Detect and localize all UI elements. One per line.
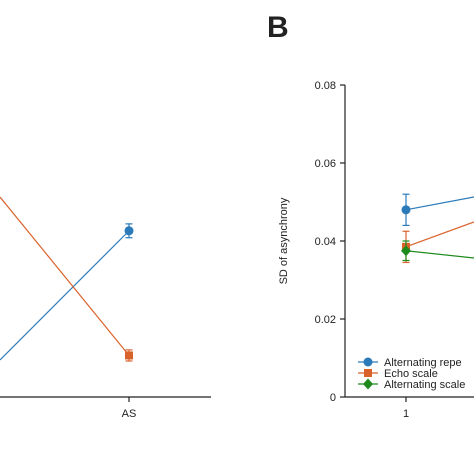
x-tick-label: 1 (403, 408, 409, 420)
legend-label-2: Alternating scale (384, 379, 465, 391)
left-series-line-1 (0, 196, 130, 356)
panel-letter-b: B (267, 11, 289, 44)
legend-marker-0 (363, 357, 373, 367)
y-tick-label: 0.08 (315, 80, 336, 92)
left-series-1-point (125, 351, 133, 360)
legend-marker-2 (363, 378, 373, 390)
left-series-line-0 (0, 230, 130, 361)
y-tick-label: 0 (330, 392, 336, 404)
y-tick-label: 0.06 (315, 158, 336, 170)
legend-label-0: Alternating repe (384, 357, 462, 369)
left-x-tick-label: AS (122, 408, 137, 420)
left-panel: AS (0, 196, 211, 420)
y-axis-title: SD of asynchrony (278, 197, 290, 284)
panel-b: B 0 0.02 0.04 0.06 0.08 1 SD of asynchrony Alte… (267, 11, 474, 420)
legend-marker-1 (364, 369, 372, 377)
series-line-2 (405, 250, 474, 259)
series-2-point (401, 245, 411, 257)
series-line-0 (405, 196, 474, 211)
legend-label-1: Echo scale (384, 368, 438, 380)
series-0-point (401, 205, 411, 215)
y-tick-label: 0.02 (315, 314, 336, 326)
series-line-1 (405, 221, 474, 248)
y-tick-label: 0.04 (315, 236, 336, 248)
left-series-0-point (124, 226, 134, 236)
